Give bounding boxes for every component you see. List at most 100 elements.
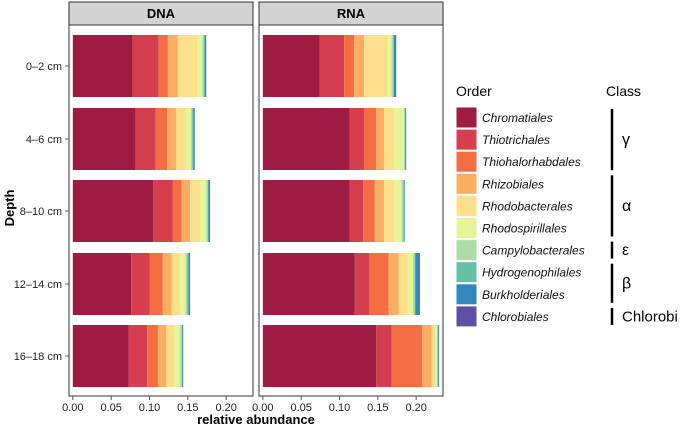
bar-segment <box>132 35 159 97</box>
bar-segment <box>387 35 392 97</box>
bar-segment <box>171 253 181 315</box>
legend-order-title: Order <box>456 83 492 99</box>
bar-segment <box>72 253 132 315</box>
legend-swatch <box>455 261 478 284</box>
bar-segment <box>364 108 377 170</box>
y-tick-label: 12–14 cm <box>14 279 62 291</box>
legend-swatch <box>455 217 478 239</box>
bar-segment <box>393 35 397 97</box>
bar-segment <box>181 325 183 387</box>
bar-segment <box>190 108 193 170</box>
class-label: β <box>622 275 631 292</box>
legend-order-label: Rhodobacterales <box>482 199 573 213</box>
facet-strip-label: RNA <box>337 6 366 21</box>
bar-segment <box>185 108 191 170</box>
legend-class-title: Class <box>606 83 641 99</box>
bar-segment <box>415 253 420 315</box>
bar-segment <box>344 35 355 97</box>
bar-segment <box>135 108 156 170</box>
class-label: Chlorobi <box>622 308 678 325</box>
bar-segment <box>405 108 407 170</box>
bar-segment <box>207 180 209 242</box>
bar-segment <box>72 325 129 387</box>
bar-segment <box>202 35 204 97</box>
legend-swatch <box>455 128 478 151</box>
y-tick-label: 4–6 cm <box>26 134 62 146</box>
x-tick-label: 0.05 <box>100 402 121 414</box>
bar-segment <box>393 35 394 97</box>
x-tick-label: 0.10 <box>139 402 160 414</box>
bar-segment <box>394 180 402 242</box>
bar-segment <box>435 325 437 387</box>
bar-segment <box>404 108 406 170</box>
bar-segment <box>403 180 404 242</box>
legend-swatch <box>455 172 478 195</box>
bar-segment <box>262 180 350 242</box>
bar-segment <box>177 35 198 97</box>
bar-segment <box>204 35 207 97</box>
bar-segment <box>147 325 158 387</box>
bar-segment <box>413 253 415 315</box>
bar-segment <box>349 108 365 170</box>
x-tick-label: 0.00 <box>252 402 273 414</box>
x-axis: 0.00 0.05 0.10 0.15 0.20 0.00 0.05 0.10 0.15 0.20 <box>62 396 427 414</box>
legend-swatch <box>455 106 478 129</box>
bar-segment <box>188 253 191 315</box>
bar-segment <box>155 108 168 170</box>
bar-segment <box>131 253 150 315</box>
y-axis: 0–2 cm 4–6 cm 8–10 cm 12–14 cm 16–18 cm <box>14 61 69 363</box>
bar-segment <box>174 325 181 387</box>
bar-segment <box>393 108 404 170</box>
bar-segment <box>72 180 154 242</box>
bar-segment <box>185 253 188 315</box>
legend-order-label: Thiotrichales <box>482 133 550 147</box>
x-tick-label: 0.15 <box>177 402 198 414</box>
facet-strip-label: DNA <box>147 6 176 21</box>
bar-segment <box>262 35 320 97</box>
legend-order-label: Hydrogenophilales <box>482 266 581 280</box>
bar-segment <box>422 325 432 387</box>
bar-segment <box>431 325 436 387</box>
legend-order-label: Rhodospirillales <box>482 222 567 236</box>
bar-segment <box>128 325 148 387</box>
bar-segment <box>180 253 186 315</box>
class-label: ε <box>622 242 629 259</box>
bar-segment <box>72 35 133 97</box>
y-tick-label: 0–2 cm <box>26 61 62 73</box>
x-tick-label: 0.00 <box>62 402 83 414</box>
bar-segment <box>153 180 173 242</box>
legend-order-label: Thiohalorhabdales <box>482 155 581 169</box>
bar-segment <box>376 108 384 170</box>
x-tick-label: 0.20 <box>405 402 426 414</box>
bar-segment <box>363 180 375 242</box>
bar-segment <box>203 35 205 97</box>
bar-segment <box>407 253 414 315</box>
bar-segment <box>167 35 178 97</box>
bar-segment <box>157 325 167 387</box>
bar-segment <box>391 325 423 387</box>
bar-segment <box>398 253 408 315</box>
bar-segment <box>403 180 405 242</box>
bar-segment <box>437 325 439 387</box>
bar-segment <box>438 325 440 387</box>
bar-segment <box>383 180 395 242</box>
bar-segment <box>206 180 208 242</box>
bar-segment <box>149 253 163 315</box>
bar-segment <box>180 325 182 387</box>
bar-segment <box>176 108 186 170</box>
x-tick-label: 0.10 <box>329 402 350 414</box>
class-label: α <box>622 198 631 215</box>
bar-segment <box>187 253 189 315</box>
bar-segment <box>391 35 394 97</box>
x-tick-label: 0.20 <box>215 402 236 414</box>
bar-segment <box>383 108 394 170</box>
legend-swatch <box>455 150 478 173</box>
legend-swatch <box>455 283 478 306</box>
legend-swatch <box>455 194 478 217</box>
bar-segment <box>349 180 364 242</box>
bar-segment <box>354 35 365 97</box>
y-tick-label: 8–10 cm <box>20 206 62 218</box>
bar-segment <box>158 35 168 97</box>
facet-layer: DNA RNA <box>68 1 444 397</box>
